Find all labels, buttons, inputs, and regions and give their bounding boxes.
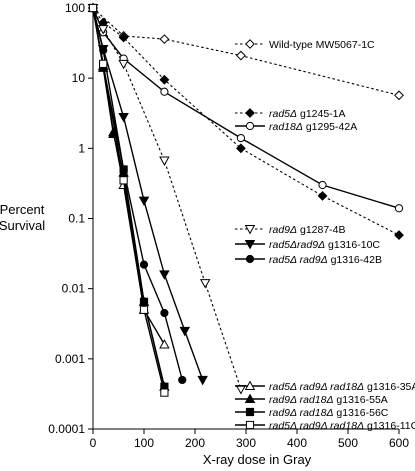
legend-marker bbox=[244, 393, 256, 404]
data-point bbox=[235, 50, 246, 61]
data-point bbox=[139, 305, 149, 314]
legend-marker bbox=[245, 420, 255, 430]
data-point bbox=[99, 59, 108, 68]
legend-entry-9: rad9Δ rad18Δ g1316-56C bbox=[235, 407, 389, 419]
data-point bbox=[159, 270, 170, 280]
y-tick-label: 100 bbox=[65, 1, 85, 15]
data-point bbox=[139, 297, 149, 306]
data-point bbox=[235, 385, 247, 395]
legend: Wild-type MW5067-1C rad5Δ g1245-1Arad18Δ … bbox=[235, 39, 415, 432]
x-tick-label: 500 bbox=[338, 436, 358, 450]
data-point bbox=[139, 260, 149, 269]
legend-entry-5: rad5Δrad9Δ g1316-10C bbox=[235, 239, 380, 251]
data-point bbox=[138, 196, 150, 207]
x-tick-label: 200 bbox=[185, 436, 205, 450]
x-tick-label: 400 bbox=[287, 436, 307, 450]
data-point bbox=[318, 180, 327, 190]
legend-entry-2: rad5Δ g1245-1A bbox=[235, 108, 346, 120]
x-axis-title: X-ray dose in Gray bbox=[203, 452, 312, 467]
data-point bbox=[394, 90, 404, 101]
data-point bbox=[97, 25, 109, 35]
legend-entry-1: Wild-type MW5067-1C bbox=[235, 39, 375, 51]
series-line bbox=[92, 7, 400, 96]
data-point bbox=[394, 204, 404, 213]
data-point bbox=[160, 87, 169, 96]
legend-label: rad9Δ g1287-4B bbox=[269, 224, 346, 236]
legend-entry-4: rad9Δ g1287-4B bbox=[235, 224, 346, 236]
legend-entry-7: rad5Δ rad9Δ rad18Δ g1316-35A bbox=[235, 380, 415, 393]
y-axis-title-line-1: Percent bbox=[0, 202, 45, 217]
legend-marker bbox=[244, 224, 256, 235]
legend-entry-10: rad5Δ rad9Δ rad18Δ g1316-11C bbox=[235, 420, 415, 432]
legend-marker bbox=[245, 39, 255, 49]
axes: 100 10 1 0.1 0.01 0.001 0.0001 0 100 200 300 400 500… bbox=[48, 1, 409, 450]
legend-marker bbox=[245, 108, 255, 118]
data-point bbox=[317, 190, 328, 201]
series-3 bbox=[88, 3, 404, 213]
data-point bbox=[119, 165, 128, 174]
legend-entry-3: rad18Δ g1295-42A bbox=[235, 121, 357, 133]
y-tick-label: 0.1 bbox=[68, 212, 85, 226]
legend-marker bbox=[244, 380, 256, 391]
legend-label: Wild-type MW5067-1C bbox=[269, 39, 375, 51]
legend-entry-8: rad9Δ rad18Δ g1316-55A bbox=[235, 393, 388, 406]
data-point bbox=[159, 156, 170, 166]
legend-marker bbox=[244, 239, 256, 250]
data-point bbox=[178, 375, 187, 385]
data-point bbox=[118, 112, 129, 123]
y-tick-label: 0.0001 bbox=[48, 422, 85, 436]
legend-label: rad9Δ rad18Δ g1316-55A bbox=[269, 394, 388, 406]
legend-label: rad5Δ rad9Δ rad18Δ g1316-11C bbox=[269, 420, 415, 432]
x-tick-label: 0 bbox=[90, 436, 97, 450]
data-point bbox=[159, 339, 170, 349]
data-point bbox=[119, 176, 128, 185]
legend-marker bbox=[245, 407, 255, 417]
series-1 bbox=[88, 3, 404, 101]
data-point bbox=[236, 133, 245, 143]
data-point bbox=[199, 279, 211, 289]
legend-label: rad5Δrad9Δ g1316-10C bbox=[269, 239, 380, 251]
x-tick-label: 100 bbox=[134, 436, 154, 450]
legend-label: rad5Δ g1245-1A bbox=[269, 108, 346, 120]
data-point bbox=[160, 388, 169, 397]
legend-entry-6: rad5Δ rad9Δ g1316-42B bbox=[235, 254, 382, 266]
y-tick-label: 1 bbox=[78, 141, 85, 155]
y-tick-label: 10 bbox=[72, 71, 86, 85]
legend-label: rad9Δ rad18Δ g1316-56C bbox=[269, 407, 389, 419]
data-point bbox=[160, 308, 169, 318]
data-point bbox=[179, 326, 191, 337]
x-tick-label: 600 bbox=[389, 436, 409, 450]
series-4 bbox=[87, 3, 247, 395]
data-point bbox=[197, 375, 208, 386]
y-axis-title-line-2: Survival bbox=[0, 218, 45, 233]
data-point bbox=[394, 230, 404, 241]
legend-marker bbox=[245, 121, 255, 131]
series-line bbox=[92, 7, 242, 390]
series-line bbox=[92, 7, 166, 345]
data-point bbox=[88, 3, 98, 13]
legend-label: rad18Δ g1295-42A bbox=[269, 121, 357, 133]
data-point bbox=[159, 74, 170, 85]
legend-label: rad5Δ rad9Δ rad18Δ g1316-35A bbox=[269, 381, 415, 393]
legend-marker bbox=[245, 254, 255, 264]
data-point bbox=[118, 59, 129, 70]
y-tick-label: 0.001 bbox=[55, 352, 85, 366]
y-tick-label: 0.01 bbox=[62, 282, 86, 296]
series-line bbox=[92, 7, 183, 381]
series-2 bbox=[88, 3, 404, 241]
data-point bbox=[118, 32, 129, 43]
legend-label: rad5Δ rad9Δ g1316-42B bbox=[269, 254, 382, 266]
series-10 bbox=[88, 3, 169, 397]
data-point bbox=[159, 34, 170, 45]
x-tick-label: 300 bbox=[236, 436, 256, 450]
series-layer bbox=[87, 2, 404, 397]
data-point bbox=[235, 143, 246, 154]
